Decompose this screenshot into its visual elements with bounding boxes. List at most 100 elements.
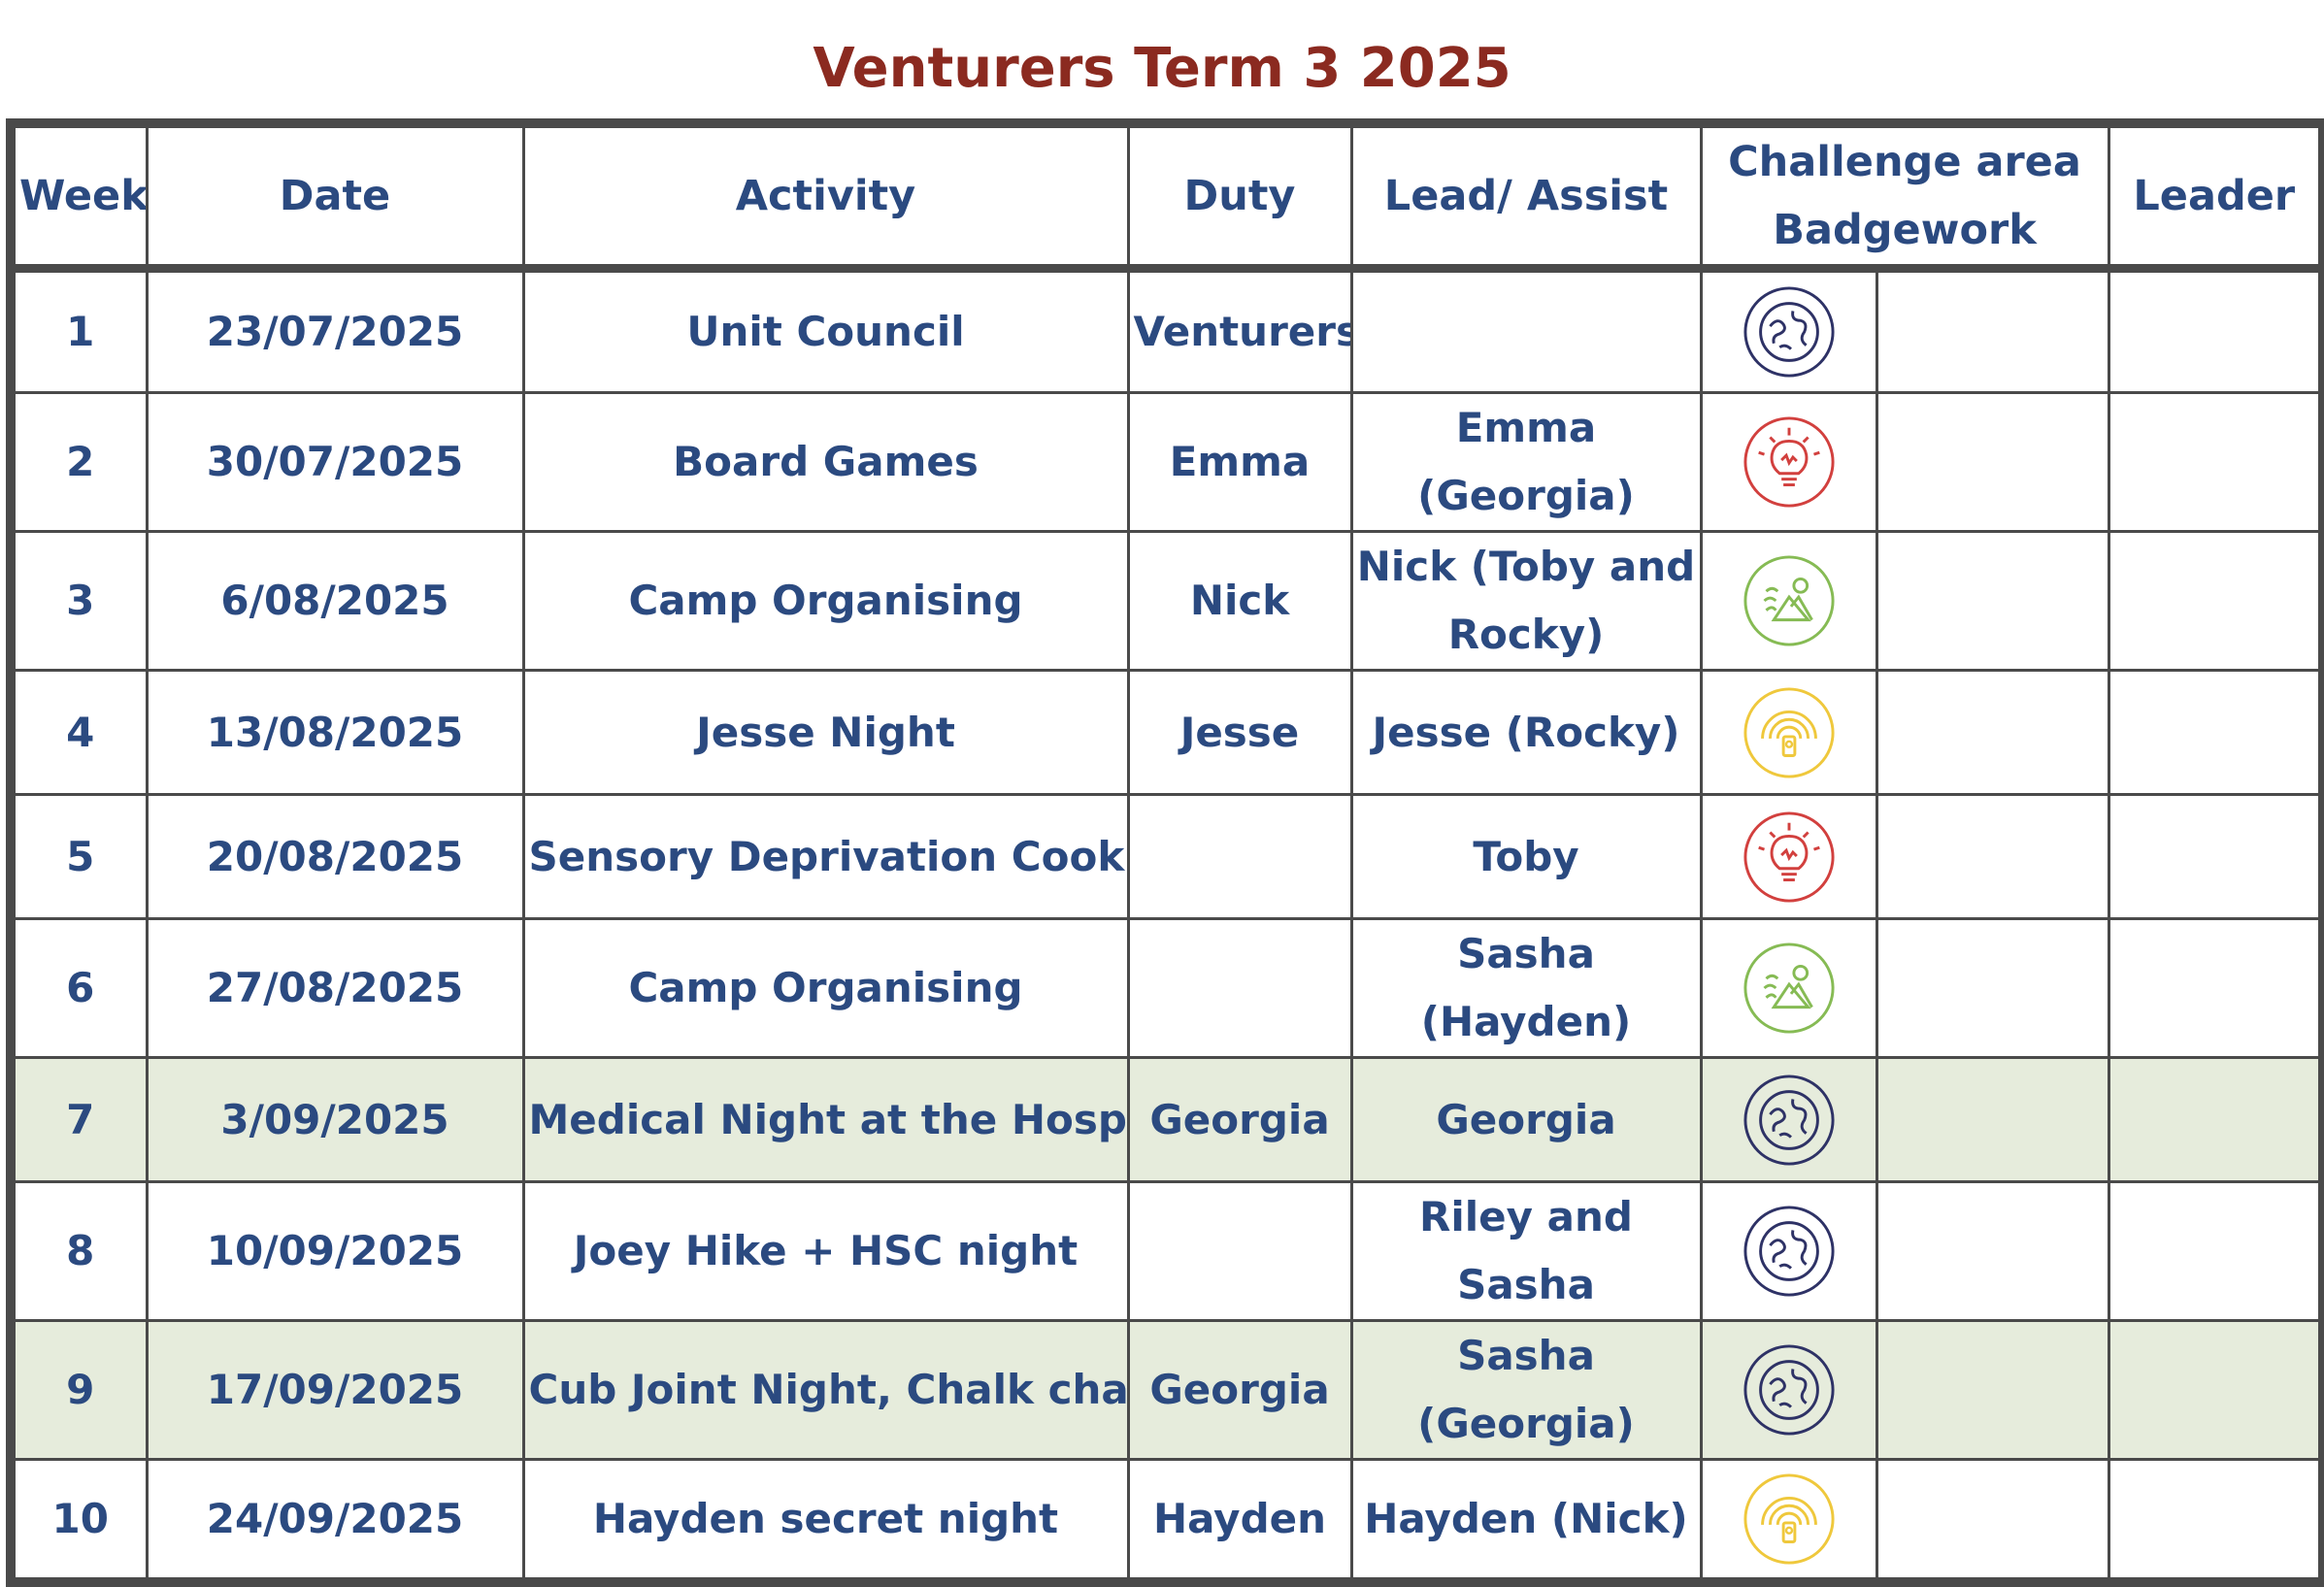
cell-duty: Georgia xyxy=(1126,1056,1353,1183)
cell-challenge-icon xyxy=(1699,530,1878,672)
community-globe-icon xyxy=(1707,1204,1872,1299)
cell-badgework xyxy=(1875,267,2110,394)
cell-week: 7 xyxy=(9,1056,149,1183)
cell-challenge-icon xyxy=(1699,1180,1878,1322)
cell-date: 23/07/2025 xyxy=(145,267,525,394)
cell-challenge-icon xyxy=(1699,1458,1878,1583)
cell-week: 4 xyxy=(9,669,149,796)
community-globe-icon xyxy=(1707,1073,1872,1168)
cell-leader xyxy=(2107,1056,2324,1183)
table-row: 1 23/07/2025 Unit Council Venturers xyxy=(9,267,2324,394)
cell-leader xyxy=(2107,793,2324,920)
cell-date: 10/09/2025 xyxy=(145,1180,525,1322)
table-row: 4 13/08/2025 Jesse Night Jesse Jesse (Rocky) xyxy=(9,669,2324,796)
community-globe-icon xyxy=(1707,284,1872,380)
cell-badgework xyxy=(1875,1458,2110,1583)
cell-lead-assist: Jesse (Rocky) xyxy=(1349,669,1703,796)
cell-challenge-icon xyxy=(1699,917,1878,1059)
cell-activity: Hayden secret night xyxy=(521,1458,1130,1583)
cell-badgework xyxy=(1875,391,2110,533)
cell-activity: Board Games xyxy=(521,391,1130,533)
outdoors-mountain-icon xyxy=(1707,941,1872,1036)
cell-date: 6/08/2025 xyxy=(145,530,525,672)
schedule-table: Week Date Activity Duty Lead/ Assist Cha… xyxy=(6,118,2324,1587)
personal-growth-signal-icon xyxy=(1707,1471,1872,1567)
table-row: 9 17/09/2025 Cub Joint Night, Chalk chase G… xyxy=(9,1319,2324,1461)
table-row: 10 24/09/2025 Hayden secret night Hayden Hay… xyxy=(9,1458,2324,1583)
cell-leader xyxy=(2107,917,2324,1059)
cell-date: 20/08/2025 xyxy=(145,793,525,920)
cell-leader xyxy=(2107,669,2324,796)
cell-challenge-icon xyxy=(1699,793,1878,920)
cell-week: 2 xyxy=(9,391,149,533)
header-leader: Leader xyxy=(2107,121,2324,273)
cell-challenge-icon xyxy=(1699,391,1878,533)
cell-week: 5 xyxy=(9,793,149,920)
cell-challenge-icon xyxy=(1699,669,1878,796)
header-duty: Duty xyxy=(1126,121,1353,273)
table-row: 6 27/08/2025 Camp Organising Sasha (Hayden) xyxy=(9,917,2324,1059)
header-challenge-area: Challenge area Badgework xyxy=(1699,121,2110,273)
cell-week: 9 xyxy=(9,1319,149,1461)
header-date: Date xyxy=(145,121,525,273)
table-row: 2 30/07/2025 Board Games Emma Emma (Georgia) xyxy=(9,391,2324,533)
cell-leader xyxy=(2107,391,2324,533)
cell-badgework xyxy=(1875,1319,2110,1461)
cell-duty: Emma xyxy=(1126,391,1353,533)
cell-lead-assist xyxy=(1349,267,1703,394)
header-week: Week xyxy=(9,121,149,273)
cell-duty: Venturers xyxy=(1126,267,1353,394)
cell-activity: Jesse Night xyxy=(521,669,1130,796)
cell-activity: Cub Joint Night, Chalk chase xyxy=(521,1319,1130,1461)
cell-activity: Unit Council xyxy=(521,267,1130,394)
cell-duty: Georgia xyxy=(1126,1319,1353,1461)
cell-week: 6 xyxy=(9,917,149,1059)
cell-activity: Sensory Deprivation Cooking xyxy=(521,793,1130,920)
cell-date: 3/09/2025 xyxy=(145,1056,525,1183)
cell-date: 30/07/2025 xyxy=(145,391,525,533)
cell-badgework xyxy=(1875,530,2110,672)
table-row: 3 6/08/2025 Camp Organising Nick Nick (Toby … xyxy=(9,530,2324,672)
cell-week: 8 xyxy=(9,1180,149,1322)
cell-duty: Hayden xyxy=(1126,1458,1353,1583)
cell-lead-assist: Nick (Toby and Rocky) xyxy=(1349,530,1703,672)
cell-date: 17/09/2025 xyxy=(145,1319,525,1461)
cell-leader xyxy=(2107,530,2324,672)
cell-leader xyxy=(2107,1458,2324,1583)
cell-lead-assist: Toby xyxy=(1349,793,1703,920)
creative-lightbulb-icon xyxy=(1707,414,1872,510)
cell-lead-assist: Sasha (Hayden) xyxy=(1349,917,1703,1059)
personal-growth-signal-icon xyxy=(1707,685,1872,780)
cell-challenge-icon xyxy=(1699,267,1878,394)
header-row: Week Date Activity Duty Lead/ Assist Cha… xyxy=(9,121,2324,273)
cell-badgework xyxy=(1875,1056,2110,1183)
community-globe-icon xyxy=(1707,1342,1872,1438)
cell-duty: Jesse xyxy=(1126,669,1353,796)
cell-challenge-icon xyxy=(1699,1319,1878,1461)
cell-duty: Nick xyxy=(1126,530,1353,672)
cell-leader xyxy=(2107,1180,2324,1322)
cell-week: 10 xyxy=(9,1458,149,1583)
cell-lead-assist: Riley and Sasha xyxy=(1349,1180,1703,1322)
cell-activity: Joey Hike + HSC night xyxy=(521,1180,1130,1322)
cell-leader xyxy=(2107,1319,2324,1461)
cell-lead-assist: Emma (Georgia) xyxy=(1349,391,1703,533)
cell-date: 27/08/2025 xyxy=(145,917,525,1059)
cell-duty xyxy=(1126,1180,1353,1322)
table-row: 8 10/09/2025 Joey Hike + HSC night Riley an… xyxy=(9,1180,2324,1322)
cell-duty xyxy=(1126,917,1353,1059)
cell-activity: Camp Organising xyxy=(521,917,1130,1059)
header-activity: Activity xyxy=(521,121,1130,273)
page-title: Venturers Term 3 2025 xyxy=(813,37,1511,100)
cell-lead-assist: Hayden (Nick) xyxy=(1349,1458,1703,1583)
cell-lead-assist: Georgia xyxy=(1349,1056,1703,1183)
creative-lightbulb-icon xyxy=(1707,810,1872,905)
cell-week: 1 xyxy=(9,267,149,394)
cell-date: 13/08/2025 xyxy=(145,669,525,796)
cell-leader xyxy=(2107,267,2324,394)
cell-activity: Medical Night at the Hospital xyxy=(521,1056,1130,1183)
cell-badgework xyxy=(1875,1180,2110,1322)
cell-week: 3 xyxy=(9,530,149,672)
